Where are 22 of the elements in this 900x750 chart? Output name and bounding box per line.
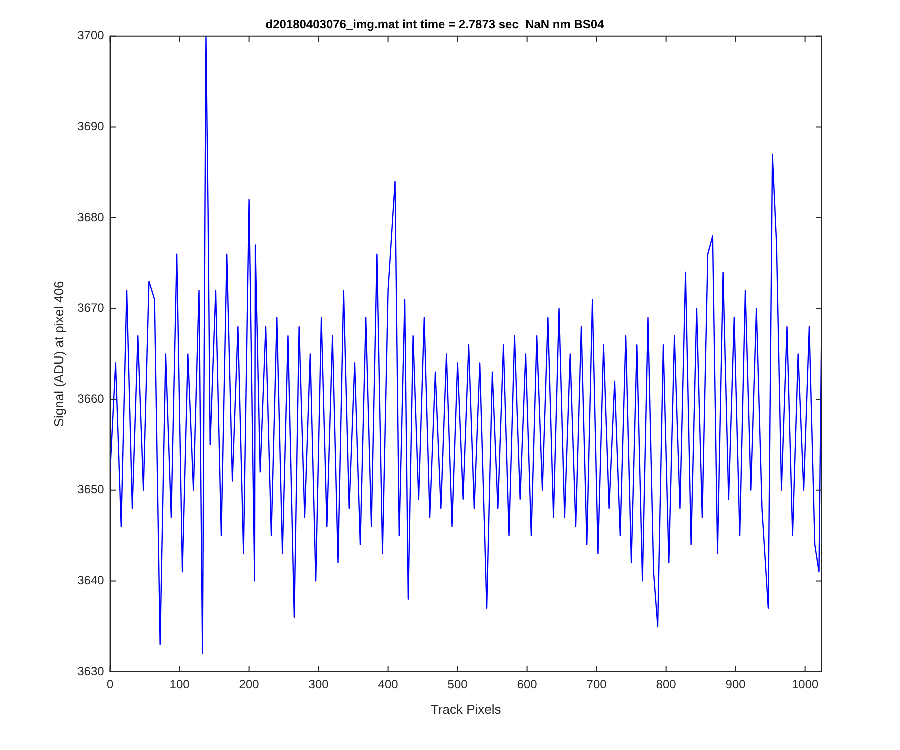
chart-title: d20180403076_img.mat int time = 2.7873 sec NaN nm BS04 [266,18,605,32]
y-tick-label: 3680 [78,210,105,224]
x-tick-label: 200 [239,678,260,692]
y-tick-label: 3660 [78,392,105,406]
y-tick-label: 3650 [78,482,105,497]
y-tick-label: 3690 [78,120,105,134]
y-tick-label: 3700 [78,28,105,43]
x-tick-label: 700 [586,678,608,692]
x-axis-title: Track Pixels [430,702,502,717]
y-tick-label: 3640 [78,574,105,588]
y-tick-label: 3630 [78,664,105,678]
y-axis-title: Signal (ADU) at pixel 406 [51,281,66,428]
x-tick-label: 600 [517,678,538,692]
x-tick-label: 1000 [792,678,819,692]
y-tick-label: 3670 [78,301,105,316]
x-tick-label: 100 [170,678,190,692]
x-tick-label: 0 [106,678,114,692]
x-tick-label: 300 [308,678,330,692]
x-tick-label: 400 [378,678,399,692]
x-tick-label: 800 [656,678,677,692]
x-tick-label: 900 [726,678,746,692]
x-tick-label: 500 [448,678,468,692]
